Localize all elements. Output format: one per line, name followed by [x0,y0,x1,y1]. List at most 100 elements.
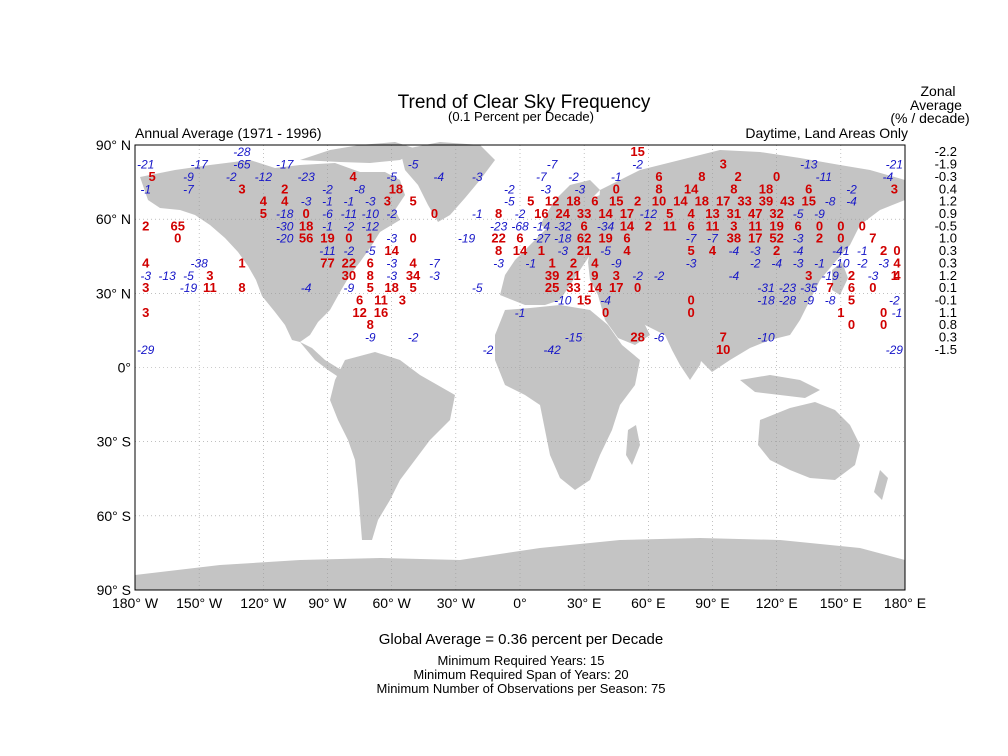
positive-trend-value: 6 [356,293,363,308]
positive-trend-value: 56 [299,231,313,246]
negative-trend-value: -2 [846,182,857,196]
positive-trend-value: 0 [848,317,855,332]
negative-trend-value: -41 [832,244,849,258]
negative-trend-value: -1 [525,256,536,270]
period-note: Annual Average (1971 - 1996) [135,125,322,141]
positive-trend-value: 2 [848,268,855,283]
positive-trend-value: 43 [780,194,794,209]
zonal-average-value: -0.5 [935,218,957,233]
positive-trend-value: 15 [630,144,644,159]
positive-trend-value: 21 [566,268,580,283]
longitude-label: 30° W [437,595,476,611]
negative-trend-value: -10 [757,331,775,345]
negative-trend-value: -8 [354,182,365,196]
negative-trend-value: -3 [750,244,761,258]
negative-trend-value: -3 [386,232,397,246]
negative-trend-value: -34 [597,219,615,233]
negative-trend-value: -28 [779,294,797,308]
longitude-label: 180° E [884,595,926,611]
negative-trend-value: -5 [386,170,397,184]
negative-trend-value: -3 [557,244,568,258]
negative-trend-value: -2 [654,269,665,283]
positive-trend-value: 8 [730,181,737,196]
positive-trend-value: 2 [281,181,288,196]
zonal-average-value: 0.1 [939,280,957,295]
north-america-landmass [140,160,405,342]
global-average: Global Average = 0.36 percent per Decade [379,631,664,648]
negative-trend-value: -8 [825,294,836,308]
arctic-islands [300,142,420,163]
positive-trend-value: 3 [720,157,727,172]
trend-values: -28 15-21 -17 -17-65 -5 -7 -2 3 -13 -215 -9 -2 -12 -2… [137,144,903,357]
footnote-min-observations: Minimum Number of Observations per Seaso… [376,681,665,696]
latitude-label: 60° S [97,508,131,524]
negative-trend-value: -4 [433,170,444,184]
negative-trend-value: -1 [515,306,526,320]
negative-trend-value: -13 [800,158,818,172]
negative-trend-value: -3 [472,170,483,184]
zonal-header-1: Zonal [920,83,955,99]
latitude-label: 90° N [96,137,131,153]
negative-trend-value: -9 [814,207,825,221]
zonal-average-value: 1.1 [939,305,957,320]
negative-trend-value: -5 [793,207,804,221]
negative-trend-value: -1 [322,195,333,209]
longitude-axis: 180° W 150° W 120° W 90° W 60° W 30° W 0° 30° E… [112,595,926,611]
positive-trend-value: 7 [720,330,727,345]
negative-trend-value: -5 [600,244,611,258]
negative-trend-value: -8 [825,195,836,209]
negative-trend-value: -2 [568,170,579,184]
negative-trend-value: -9 [365,331,376,345]
positive-trend-value: 0 [174,231,181,246]
africa-landmass [495,305,640,490]
negative-trend-value: -2 [504,182,515,196]
positive-trend-value: 6 [687,218,694,233]
positive-trend-value: 21 [577,243,591,258]
positive-trend-value: 7 [827,280,834,295]
positive-trend-value: 2 [773,243,780,258]
negative-trend-value: -3 [575,182,586,196]
positive-trend-value: 3 [399,293,406,308]
positive-trend-value: 11 [374,293,388,308]
positive-trend-value: 16 [374,305,388,320]
positive-trend-value: 4 [709,243,717,258]
positive-trend-value: 9 [591,268,598,283]
positive-trend-value: 4 [409,255,417,270]
positive-trend-value: 0 [602,305,609,320]
australia-landmass [758,402,860,480]
positive-trend-value: 22 [491,231,505,246]
negative-trend-value: -6 [322,207,333,221]
positive-trend-value: 2 [142,218,149,233]
positive-trend-value: 6 [516,231,523,246]
positive-trend-value: 33 [737,194,751,209]
positive-trend-value: 8 [655,181,662,196]
japan-landmass [832,262,848,295]
negative-trend-value: -2 [344,244,355,258]
negative-trend-value: -1 [140,182,151,196]
negative-trend-value: -3 [493,256,504,270]
negative-trend-value: -5 [183,269,194,283]
negative-trend-value: -7 [707,232,719,246]
positive-trend-value: 14 [684,181,699,196]
negative-trend-value: -19 [180,281,198,295]
map-title: Trend of Clear Sky Frequency [398,92,651,113]
positive-trend-value: 13 [705,206,719,221]
negative-trend-value: -6 [654,331,665,345]
positive-trend-value: 2 [880,243,887,258]
positive-trend-value: 0 [816,218,823,233]
positive-trend-value: 31 [727,206,741,221]
positive-trend-value: 0 [409,231,416,246]
map-frame [134,144,906,591]
zonal-average-value: 0.3 [939,255,957,270]
positive-trend-value: 4 [893,255,901,270]
positive-trend-value: 17 [716,194,730,209]
positive-trend-value: 4 [893,268,901,283]
positive-trend-value: 52 [769,231,783,246]
negative-trend-value: -1 [892,306,903,320]
negative-trend-value: -35 [800,281,818,295]
scope-note: Daytime, Land Areas Only [745,125,908,141]
negative-trend-value: -11 [815,170,831,184]
negative-trend-value: -5 [365,244,376,258]
positive-trend-value: 0 [837,231,844,246]
negative-trend-value: -2 [632,158,643,172]
